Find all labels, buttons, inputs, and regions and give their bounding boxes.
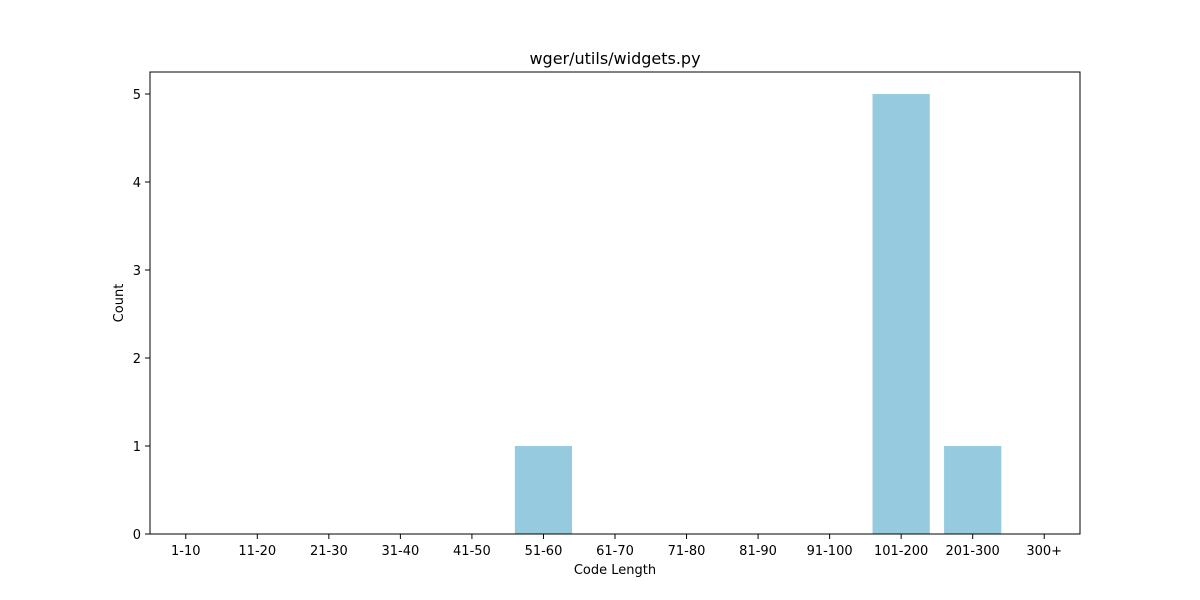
x-tick-label: 300+ (1026, 544, 1062, 559)
x-tick-label: 201-300 (946, 544, 1000, 559)
x-tick-label: 21-30 (310, 544, 348, 559)
bar-101-200 (872, 94, 930, 534)
x-axis-label: Code Length (574, 563, 656, 578)
y-tick-label: 4 (133, 176, 141, 191)
x-tick-label: 11-20 (238, 544, 276, 559)
y-axis-label: Count (112, 284, 127, 323)
x-tick-label: 61-70 (596, 544, 634, 559)
y-tick-label: 2 (133, 352, 141, 367)
y-tick-label: 3 (133, 264, 141, 279)
x-tick-label: 71-80 (668, 544, 706, 559)
bar-201-300 (944, 446, 1002, 534)
x-tick-label: 41-50 (453, 544, 491, 559)
x-tick-label: 101-200 (874, 544, 928, 559)
y-tick-label: 5 (133, 88, 141, 103)
bars-group (514, 94, 1002, 534)
plot-frame (149, 71, 1081, 535)
x-tick-label: 1-10 (171, 544, 201, 559)
x-axis: 1-10 11-20 21-30 31-40 41-50 51-60 61-70 71-80 8… (171, 534, 1062, 559)
x-tick-label: 31-40 (381, 544, 419, 559)
y-tick-label: 1 (133, 440, 141, 455)
x-tick-label: 91-100 (807, 544, 853, 559)
chart-title: wger/utils/widgets.py (529, 49, 700, 68)
y-axis: 0 1 2 3 4 5 (133, 88, 150, 543)
x-tick-label: 51-60 (525, 544, 563, 559)
x-tick-label: 81-90 (739, 544, 777, 559)
y-tick-label: 0 (133, 528, 141, 543)
bar-51-60 (514, 446, 573, 534)
